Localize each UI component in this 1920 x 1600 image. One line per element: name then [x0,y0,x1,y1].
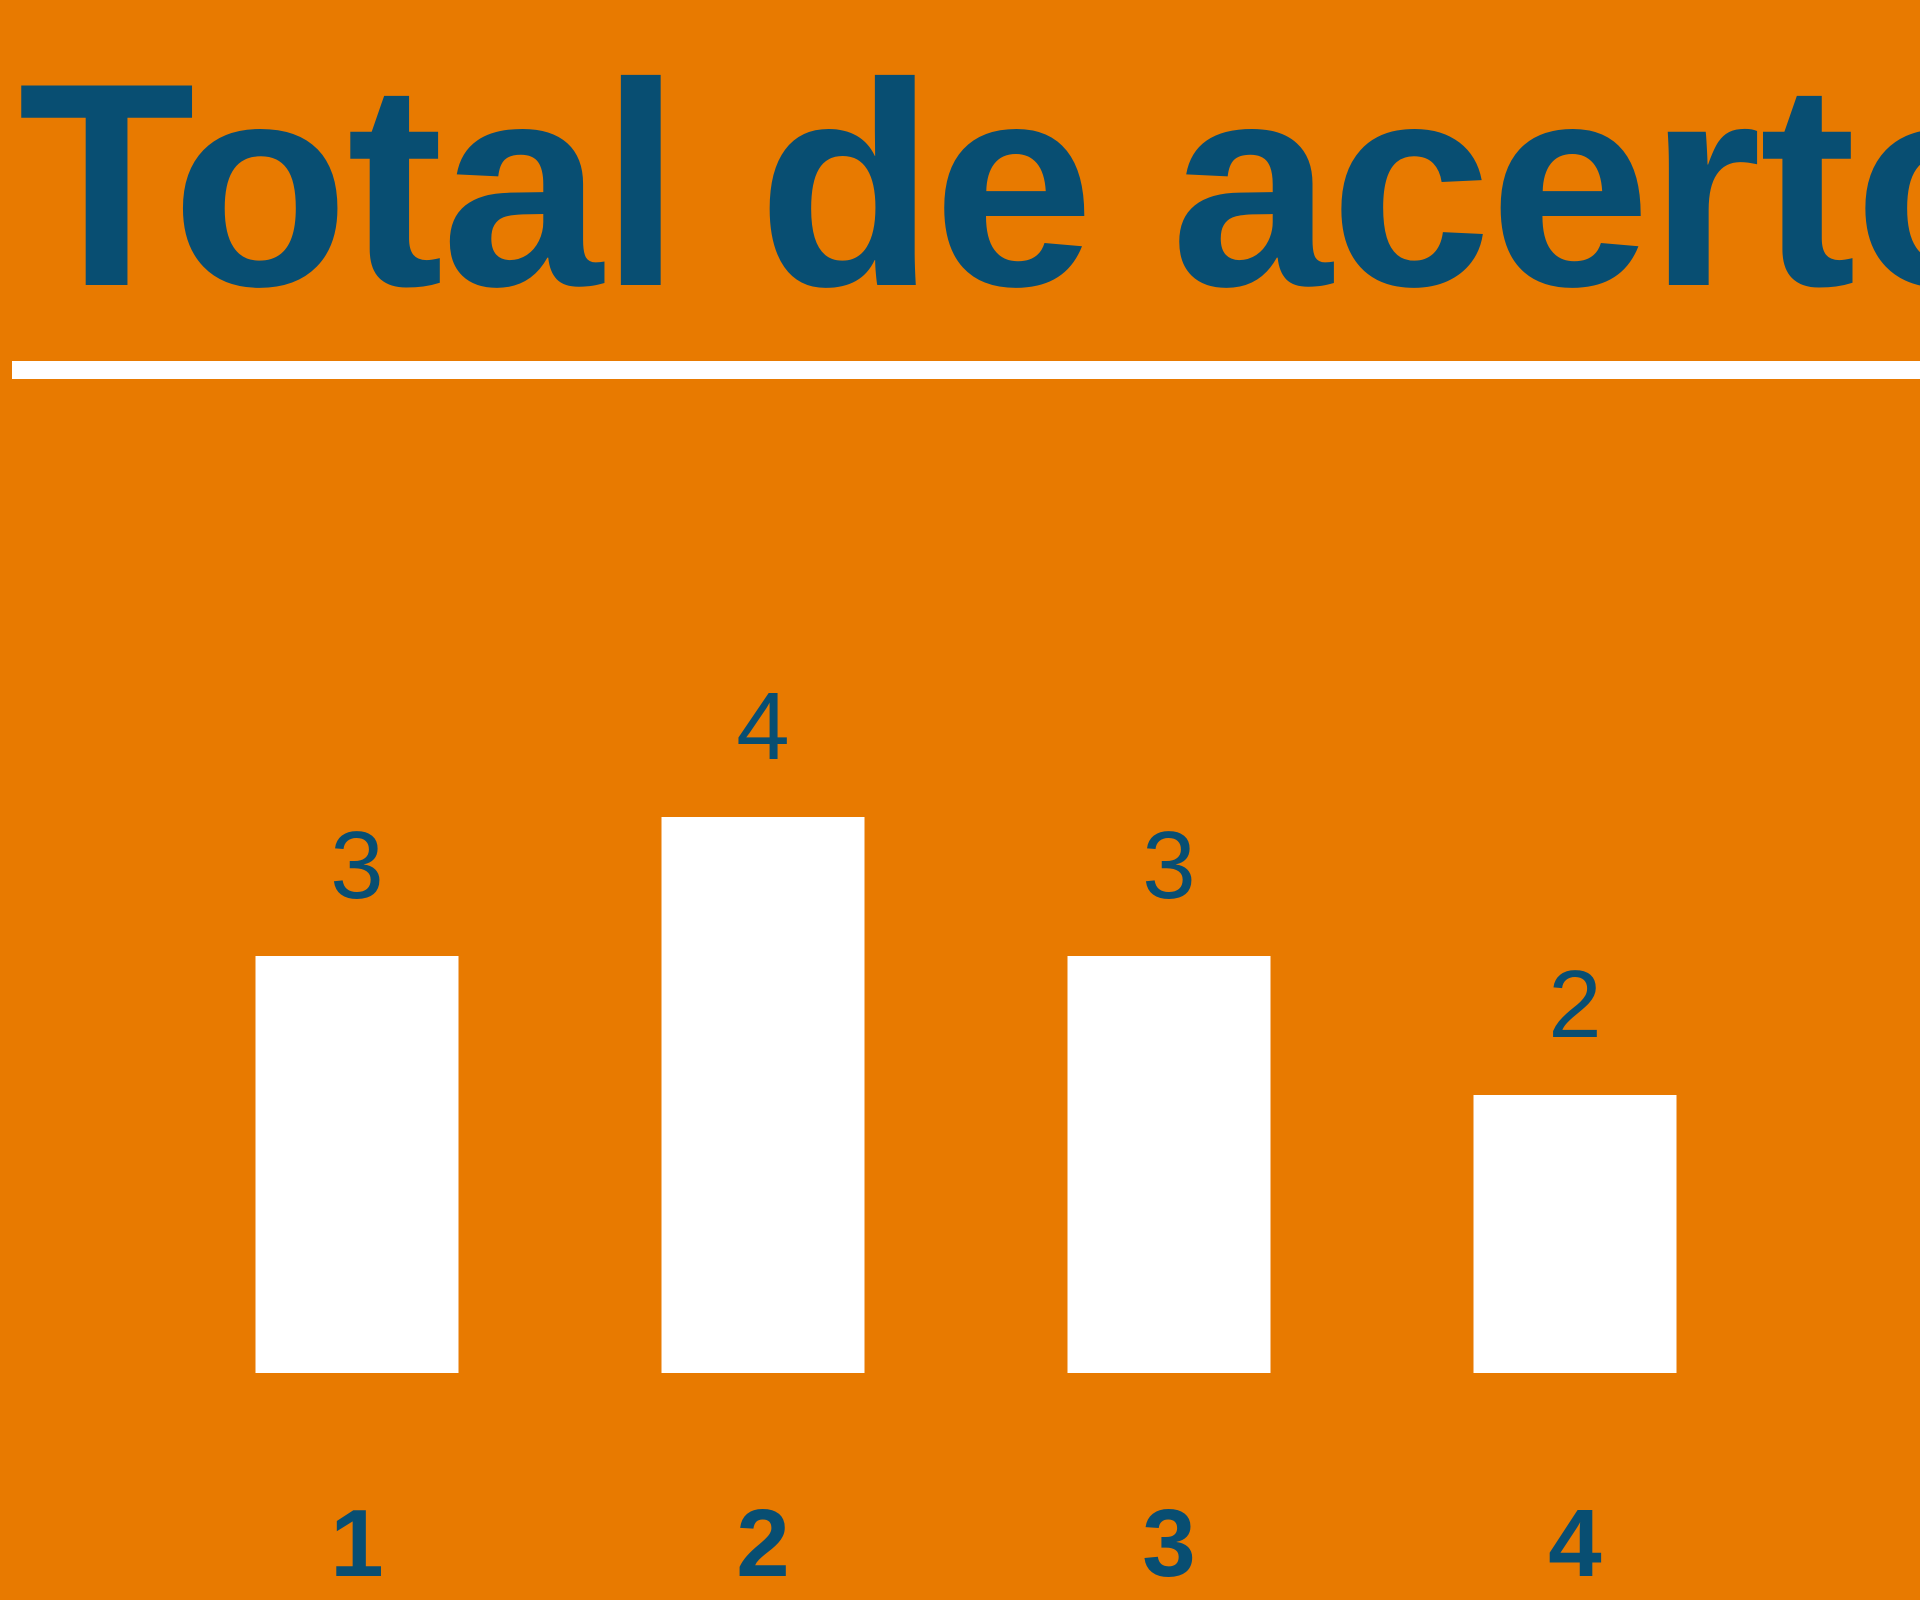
data-label-3: 3 [1142,812,1195,919]
x-tick-label-1: 1 [330,1490,383,1597]
x-tick-label-2: 2 [736,1490,789,1597]
bar-1 [256,956,459,1373]
bar-3 [1068,956,1271,1373]
bar-4 [1474,1095,1677,1373]
data-label-4: 2 [1548,951,1601,1058]
data-label-2: 4 [736,673,789,780]
data-label-1: 3 [330,812,383,919]
x-tick-label-3: 3 [1142,1490,1195,1597]
bar-2 [662,817,865,1373]
x-tick-label-4: 4 [1548,1490,1601,1597]
